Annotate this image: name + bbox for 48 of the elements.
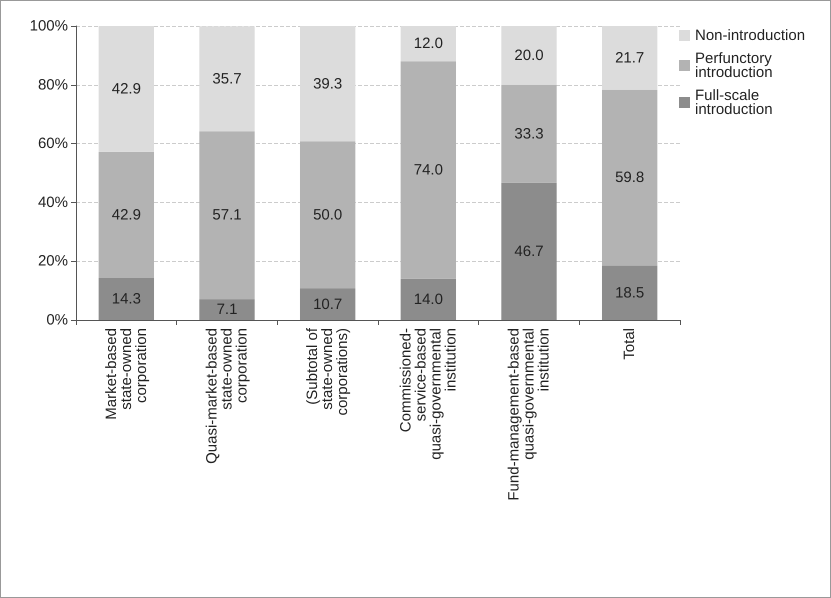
data-label: 14.3 bbox=[112, 290, 141, 308]
data-label: 35.7 bbox=[212, 70, 242, 88]
y-tick-label: 0% bbox=[46, 312, 68, 328]
y-tick-label: 40% bbox=[38, 194, 68, 211]
data-label: 21.7 bbox=[615, 49, 644, 66]
data-label: 42.9 bbox=[112, 80, 141, 98]
data-label: 57.1 bbox=[212, 206, 242, 224]
data-label: 59.8 bbox=[615, 169, 644, 186]
bar bbox=[199, 26, 255, 132]
bar bbox=[400, 61, 456, 279]
bar bbox=[98, 26, 154, 152]
bar bbox=[300, 288, 356, 320]
bar bbox=[199, 299, 255, 320]
data-label: 20.0 bbox=[514, 46, 544, 64]
y-tick-label: 60% bbox=[38, 135, 68, 152]
data-label: 7.1 bbox=[216, 301, 238, 318]
data-label: 18.5 bbox=[615, 284, 644, 302]
data-label: 46.7 bbox=[514, 242, 544, 260]
data-label: 12.0 bbox=[414, 35, 443, 52]
data-label: 50.0 bbox=[313, 206, 342, 224]
bar bbox=[98, 278, 154, 320]
bar bbox=[400, 278, 456, 320]
bar bbox=[199, 131, 255, 300]
bar bbox=[501, 26, 557, 85]
bar bbox=[602, 90, 658, 266]
y-tick-label: 100% bbox=[30, 18, 68, 34]
bar bbox=[501, 182, 557, 320]
legend-label: Non-introduction bbox=[695, 27, 806, 44]
y-tick-label: 20% bbox=[38, 252, 68, 270]
data-label: 14.0 bbox=[414, 290, 443, 308]
legend-label: Full-scale introduction bbox=[695, 87, 773, 118]
bar bbox=[98, 152, 154, 278]
x-tick-label: (Subtotal of state-owned corporations) bbox=[304, 327, 352, 416]
data-label: 39.3 bbox=[313, 75, 342, 92]
bar bbox=[602, 26, 658, 90]
bar bbox=[501, 84, 557, 183]
data-label: 10.7 bbox=[313, 296, 342, 313]
bar bbox=[300, 142, 356, 289]
bar bbox=[602, 266, 658, 320]
x-tick-label: Total bbox=[621, 328, 638, 360]
data-label: 33.3 bbox=[514, 125, 544, 142]
x-tick-label: Market-based state-owned corporation bbox=[102, 328, 150, 420]
data-label: 42.9 bbox=[112, 206, 141, 224]
legend-label: Perfunctory introduction bbox=[695, 50, 776, 81]
y-tick-label: 80% bbox=[38, 76, 68, 94]
bar bbox=[400, 26, 456, 62]
data-label: 74.0 bbox=[414, 162, 443, 179]
bar bbox=[300, 26, 356, 142]
